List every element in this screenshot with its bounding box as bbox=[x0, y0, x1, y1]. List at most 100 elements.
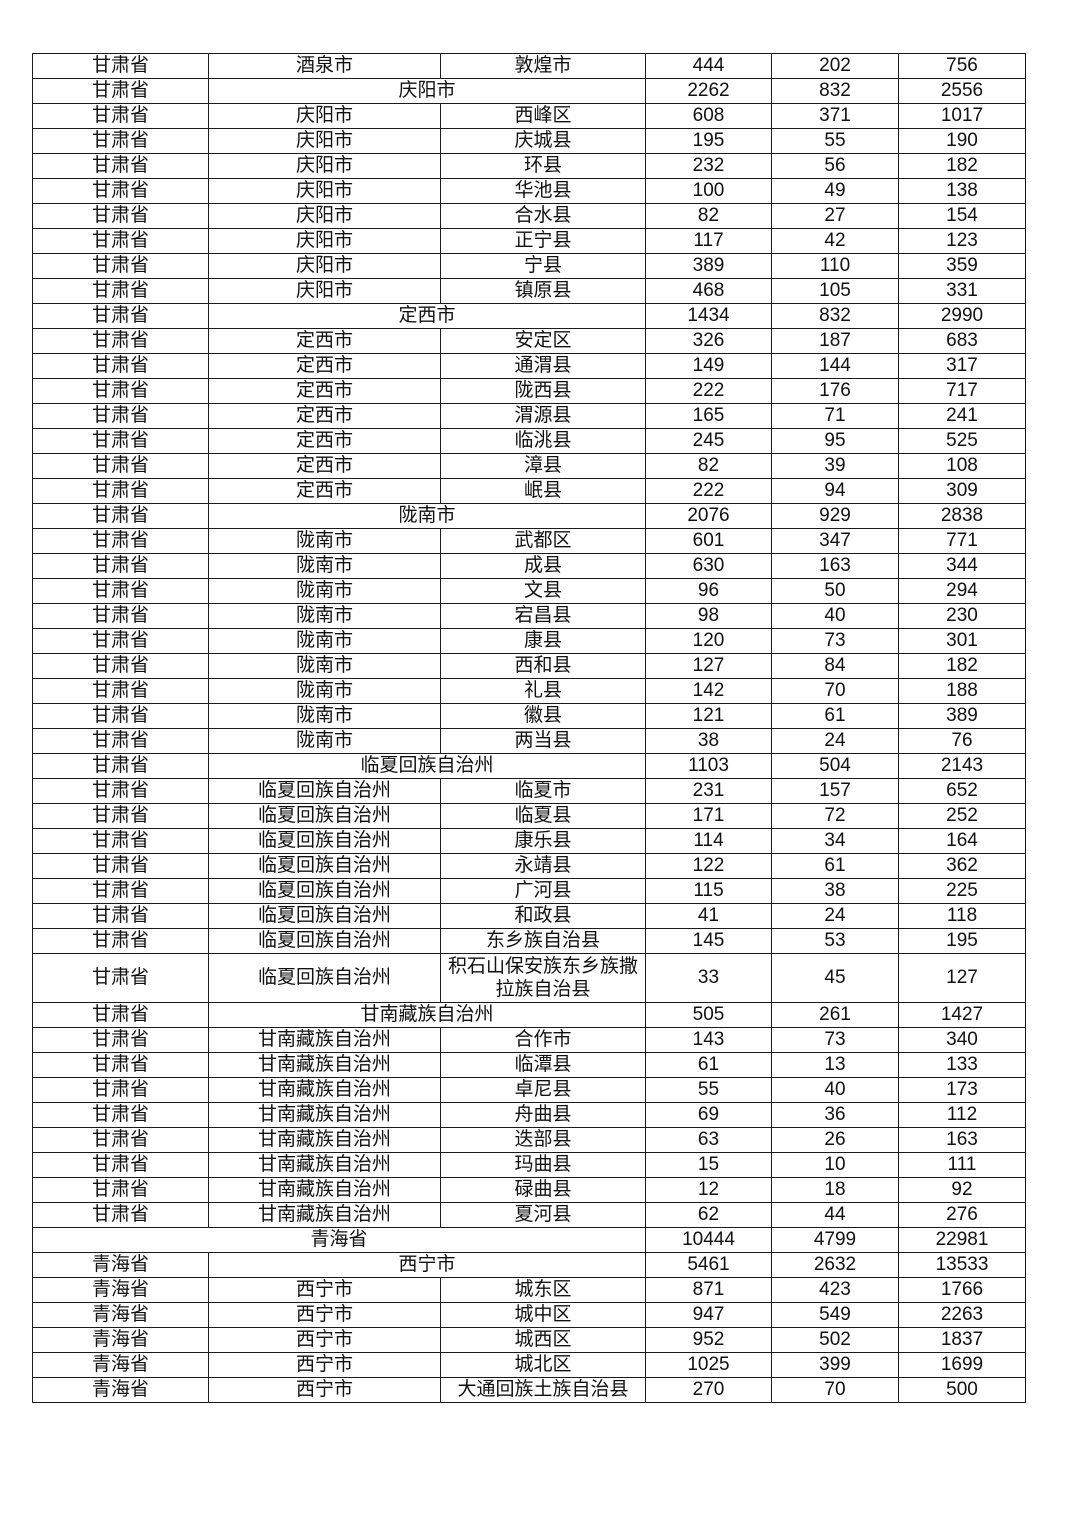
table-row: 甘肃省 临夏回族自治州 和政县 41 24 118 bbox=[32, 903, 1026, 929]
city-total-row: 甘肃省 临夏回族自治州 1103 504 2143 bbox=[32, 753, 1026, 779]
city-total-row: 甘肃省 甘南藏族自治州 505 261 1427 bbox=[32, 1002, 1026, 1028]
province-cell: 甘肃省 bbox=[32, 128, 209, 154]
table-row: 甘肃省 甘南藏族自治州 临潭县 61 13 133 bbox=[32, 1052, 1026, 1078]
county-cell: 庆城县 bbox=[440, 128, 646, 154]
value-cell-1: 121 bbox=[645, 703, 772, 729]
city-cell: 陇南市 bbox=[208, 503, 646, 529]
value-cell-1: 630 bbox=[645, 553, 772, 579]
city-cell: 定西市 bbox=[208, 378, 441, 404]
province-cell: 甘肃省 bbox=[32, 178, 209, 204]
table-row: 甘肃省 庆阳市 镇原县 468 105 331 bbox=[32, 278, 1026, 304]
city-total-row: 甘肃省 陇南市 2076 929 2838 bbox=[32, 503, 1026, 529]
value-cell-3: 118 bbox=[898, 903, 1026, 929]
city-cell: 庆阳市 bbox=[208, 203, 441, 229]
value-cell-2: 347 bbox=[771, 528, 899, 554]
value-cell-2: 42 bbox=[771, 228, 899, 254]
city-cell: 陇南市 bbox=[208, 578, 441, 604]
table-row: 甘肃省 定西市 陇西县 222 176 717 bbox=[32, 378, 1026, 404]
city-cell: 临夏回族自治州 bbox=[208, 878, 441, 904]
county-cell: 康县 bbox=[440, 628, 646, 654]
value-cell-2: 49 bbox=[771, 178, 899, 204]
value-cell-2: 38 bbox=[771, 878, 899, 904]
county-cell: 合水县 bbox=[440, 203, 646, 229]
value-cell-3: 331 bbox=[898, 278, 1026, 304]
city-total-row: 青海省 西宁市 5461 2632 13533 bbox=[32, 1252, 1026, 1278]
value-cell-2: 549 bbox=[771, 1302, 899, 1328]
county-cell: 永靖县 bbox=[440, 853, 646, 879]
table-row: 甘肃省 陇南市 文县 96 50 294 bbox=[32, 578, 1026, 604]
value-cell-1: 69 bbox=[645, 1102, 772, 1128]
county-cell: 和政县 bbox=[440, 903, 646, 929]
value-cell-1: 82 bbox=[645, 203, 772, 229]
province-cell: 甘肃省 bbox=[32, 1027, 209, 1053]
value-cell-1: 2076 bbox=[645, 503, 772, 529]
value-cell-1: 1103 bbox=[645, 753, 772, 779]
value-cell-3: 362 bbox=[898, 853, 1026, 879]
value-cell-3: 188 bbox=[898, 678, 1026, 704]
table-row: 甘肃省 庆阳市 宁县 389 110 359 bbox=[32, 253, 1026, 279]
table-row: 甘肃省 酒泉市 敦煌市 444 202 756 bbox=[32, 53, 1026, 79]
value-cell-2: 61 bbox=[771, 853, 899, 879]
value-cell-1: 444 bbox=[645, 53, 772, 79]
value-cell-2: 40 bbox=[771, 1077, 899, 1103]
city-cell: 临夏回族自治州 bbox=[208, 928, 441, 954]
value-cell-2: 144 bbox=[771, 353, 899, 379]
value-cell-1: 2262 bbox=[645, 78, 772, 104]
value-cell-1: 871 bbox=[645, 1277, 772, 1303]
value-cell-1: 63 bbox=[645, 1127, 772, 1153]
value-cell-1: 608 bbox=[645, 103, 772, 129]
city-cell: 庆阳市 bbox=[208, 178, 441, 204]
county-cell: 敦煌市 bbox=[440, 53, 646, 79]
value-cell-1: 117 bbox=[645, 228, 772, 254]
value-cell-1: 82 bbox=[645, 453, 772, 479]
value-cell-3: 294 bbox=[898, 578, 1026, 604]
value-cell-1: 41 bbox=[645, 903, 772, 929]
county-cell: 西峰区 bbox=[440, 103, 646, 129]
value-cell-3: 182 bbox=[898, 653, 1026, 679]
value-cell-3: 1427 bbox=[898, 1002, 1026, 1028]
table-row: 青海省 西宁市 城北区 1025 399 1699 bbox=[32, 1352, 1026, 1378]
value-cell-3: 252 bbox=[898, 803, 1026, 829]
city-cell: 甘南藏族自治州 bbox=[208, 1202, 441, 1228]
value-cell-2: 40 bbox=[771, 603, 899, 629]
value-cell-1: 326 bbox=[645, 328, 772, 354]
table-row: 甘肃省 陇南市 成县 630 163 344 bbox=[32, 553, 1026, 579]
county-cell: 陇西县 bbox=[440, 378, 646, 404]
table-row: 甘肃省 庆阳市 环县 232 56 182 bbox=[32, 153, 1026, 179]
province-cell: 甘肃省 bbox=[32, 778, 209, 804]
value-cell-3: 13533 bbox=[898, 1252, 1026, 1278]
value-cell-1: 127 bbox=[645, 653, 772, 679]
table-row: 甘肃省 陇南市 两当县 38 24 76 bbox=[32, 728, 1026, 754]
value-cell-2: 27 bbox=[771, 203, 899, 229]
value-cell-2: 4799 bbox=[771, 1227, 899, 1253]
city-cell: 甘南藏族自治州 bbox=[208, 1027, 441, 1053]
value-cell-3: 190 bbox=[898, 128, 1026, 154]
value-cell-2: 399 bbox=[771, 1352, 899, 1378]
city-cell: 甘南藏族自治州 bbox=[208, 1177, 441, 1203]
value-cell-2: 26 bbox=[771, 1127, 899, 1153]
value-cell-3: 108 bbox=[898, 453, 1026, 479]
value-cell-3: 717 bbox=[898, 378, 1026, 404]
province-cell: 甘肃省 bbox=[32, 1052, 209, 1078]
province-cell: 甘肃省 bbox=[32, 203, 209, 229]
table-row: 甘肃省 甘南藏族自治州 卓尼县 55 40 173 bbox=[32, 1077, 1026, 1103]
value-cell-3: 2556 bbox=[898, 78, 1026, 104]
value-cell-3: 276 bbox=[898, 1202, 1026, 1228]
value-cell-3: 525 bbox=[898, 428, 1026, 454]
value-cell-1: 100 bbox=[645, 178, 772, 204]
city-cell: 陇南市 bbox=[208, 678, 441, 704]
value-cell-3: 195 bbox=[898, 928, 1026, 954]
province-cell: 甘肃省 bbox=[32, 678, 209, 704]
value-cell-2: 45 bbox=[771, 953, 899, 1003]
province-cell: 甘肃省 bbox=[32, 53, 209, 79]
county-cell: 正宁县 bbox=[440, 228, 646, 254]
value-cell-1: 231 bbox=[645, 778, 772, 804]
value-cell-2: 84 bbox=[771, 653, 899, 679]
value-cell-3: 683 bbox=[898, 328, 1026, 354]
table-body: 甘肃省 酒泉市 敦煌市 444 202 756 甘肃省 庆阳市 2262 832 2556 甘肃省 庆阳… bbox=[32, 53, 1026, 1403]
city-cell: 西宁市 bbox=[208, 1302, 441, 1328]
province-cell: 甘肃省 bbox=[32, 353, 209, 379]
province-cell: 青海省 bbox=[32, 1252, 209, 1278]
province-cell: 青海省 bbox=[32, 1227, 646, 1253]
county-cell: 碌曲县 bbox=[440, 1177, 646, 1203]
